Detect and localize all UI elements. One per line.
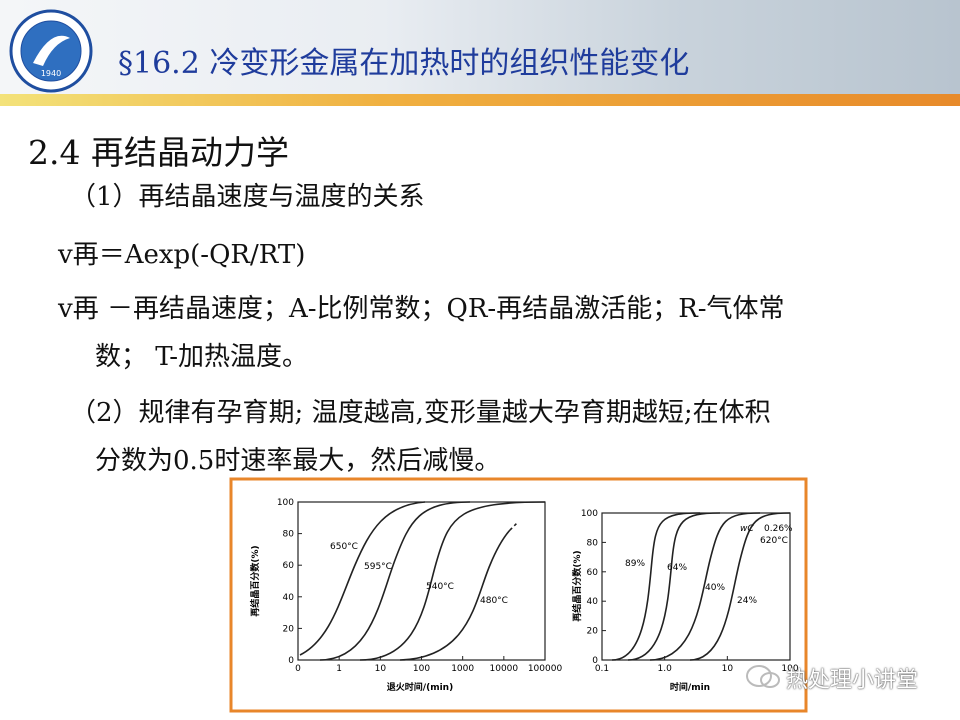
y-tick-label: 100	[581, 509, 598, 519]
y-tick-label: 40	[587, 597, 599, 607]
text-line: 数； T-加热温度。	[95, 342, 309, 372]
curve	[359, 501, 546, 661]
plot-area	[601, 512, 791, 661]
curve-label: 650°C	[330, 542, 358, 552]
y-tick-label: 0	[592, 656, 598, 666]
curve	[319, 501, 471, 661]
curve	[399, 529, 511, 661]
curve	[611, 512, 701, 661]
text-line: （2）规律有孕育期; 温度越高,变形量越大孕育期越短;在体积	[70, 398, 771, 428]
curve-label: 540°C	[426, 582, 454, 592]
y-tick-label: 60	[587, 568, 599, 578]
y-tick-label: 80	[587, 538, 599, 548]
logo-year: 1940	[41, 69, 61, 78]
curve	[299, 501, 426, 656]
figure-frame	[229, 477, 808, 713]
x-tick-label: 10	[375, 664, 387, 674]
y-axis-label: 再结晶百分数(%)	[249, 545, 261, 616]
curve-label: 480°C	[480, 596, 508, 606]
x-tick-label: 0	[295, 664, 301, 674]
x-tick-label: 1.0	[658, 664, 673, 674]
y-tick-label: 100	[277, 498, 294, 508]
curve-label: 89%	[625, 559, 645, 569]
y-tick-label: 20	[283, 624, 295, 634]
text-line: v再 －再结晶速度；A-比例常数；QR-再结晶激活能；R-气体常	[58, 294, 785, 324]
x-tick-label: 10000	[490, 664, 519, 674]
x-axis-label: 时间/min	[670, 681, 710, 693]
x-tick-label: 0.1	[595, 664, 609, 674]
curve-label: 40%	[705, 583, 725, 593]
y-tick-label: 20	[587, 627, 599, 637]
curves	[299, 501, 791, 661]
text-line: 分数为0.5时速率最大，然后减慢。	[95, 446, 501, 476]
watermark: 热处理小讲堂	[786, 668, 919, 693]
curve	[689, 512, 791, 661]
text-line: v再＝Aexp(-QR/RT)	[58, 240, 306, 270]
wechat-icon	[746, 665, 780, 688]
curve-label: 620°C	[760, 536, 788, 546]
header-background	[0, 0, 960, 96]
slide-title: §16.2 冷变形金属在加热时的组织性能变化	[118, 46, 690, 81]
logo: 1940	[9, 9, 93, 93]
x-tick-label: 100000	[528, 664, 563, 674]
curve-label: 64%	[667, 563, 687, 573]
curve-label: 595°C	[364, 562, 392, 572]
x-axis-label: 退火时间/(min)	[387, 681, 453, 693]
x-tick-label: 10	[722, 664, 734, 674]
y-axis-label: 再结晶百分数(%)	[571, 550, 583, 621]
section-title: 2.4 再结晶动力学	[28, 133, 289, 172]
y-tick-label: 0	[288, 656, 294, 666]
y-tick-label: 80	[283, 530, 295, 540]
x-tick-label: 100	[781, 664, 798, 674]
header-band	[0, 94, 960, 106]
curve	[649, 512, 761, 661]
curve-label: 24%	[737, 596, 757, 606]
composition-symbol: wC	[740, 524, 754, 534]
curve	[509, 521, 519, 531]
curve-label: 0.26%	[764, 524, 793, 534]
y-tick-label: 60	[283, 561, 295, 571]
x-tick-label: 100	[413, 664, 430, 674]
x-tick-label: 1	[336, 664, 342, 674]
x-tick-label: 1000	[451, 664, 474, 674]
curve	[627, 512, 721, 661]
text-line: （1）再结晶速度与温度的关系	[70, 182, 425, 212]
y-tick-label: 40	[283, 593, 295, 603]
